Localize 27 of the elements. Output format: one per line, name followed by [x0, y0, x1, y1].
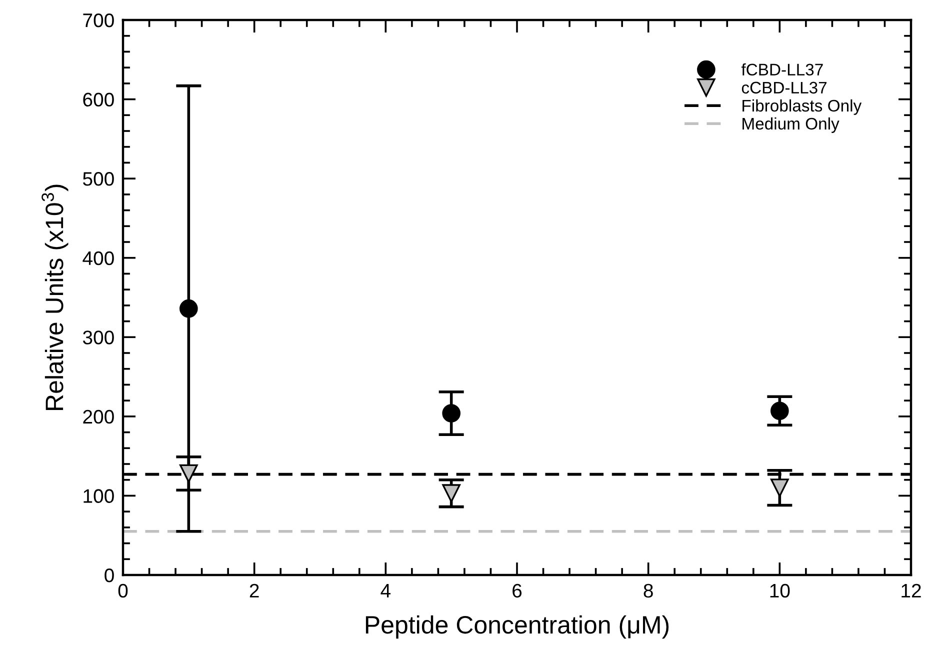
y-tick-label: 500: [83, 172, 114, 186]
x-tick-label: 12: [902, 584, 921, 598]
point: [442, 404, 460, 422]
point: [770, 402, 789, 420]
legend-label: Fibroblasts Only: [742, 99, 862, 115]
y-tick-label: 300: [82, 330, 114, 344]
y-tick-label: 600: [83, 92, 114, 107]
point: [180, 464, 198, 483]
x-tick-label: 0: [118, 584, 128, 598]
y-tick-label: 200: [83, 410, 114, 424]
legend-label: fCBD-LL37: [741, 63, 823, 76]
legend-label: cCBD-LL37: [742, 82, 827, 94]
point: [442, 484, 460, 503]
y-tick-label: 0: [104, 568, 114, 582]
point: [770, 478, 789, 497]
x-tick-label: 4: [380, 584, 391, 598]
x-tick-label: 6: [512, 584, 522, 598]
y-tick-label: 700: [83, 13, 114, 28]
legend-label: Medium Only: [742, 117, 840, 133]
y-axis-title: Relative Units (x10$^{3}$): [42, 184, 68, 410]
y-tick-label: 100: [84, 489, 114, 503]
x-tick-label: 8: [644, 584, 653, 598]
x-tick-label: 10: [770, 584, 790, 598]
x-axis-title: Peptide Concentration (μM): [366, 615, 669, 639]
y-tick-label: 400: [82, 251, 114, 266]
point: [180, 299, 198, 318]
x-tick-label: 2: [250, 584, 259, 598]
